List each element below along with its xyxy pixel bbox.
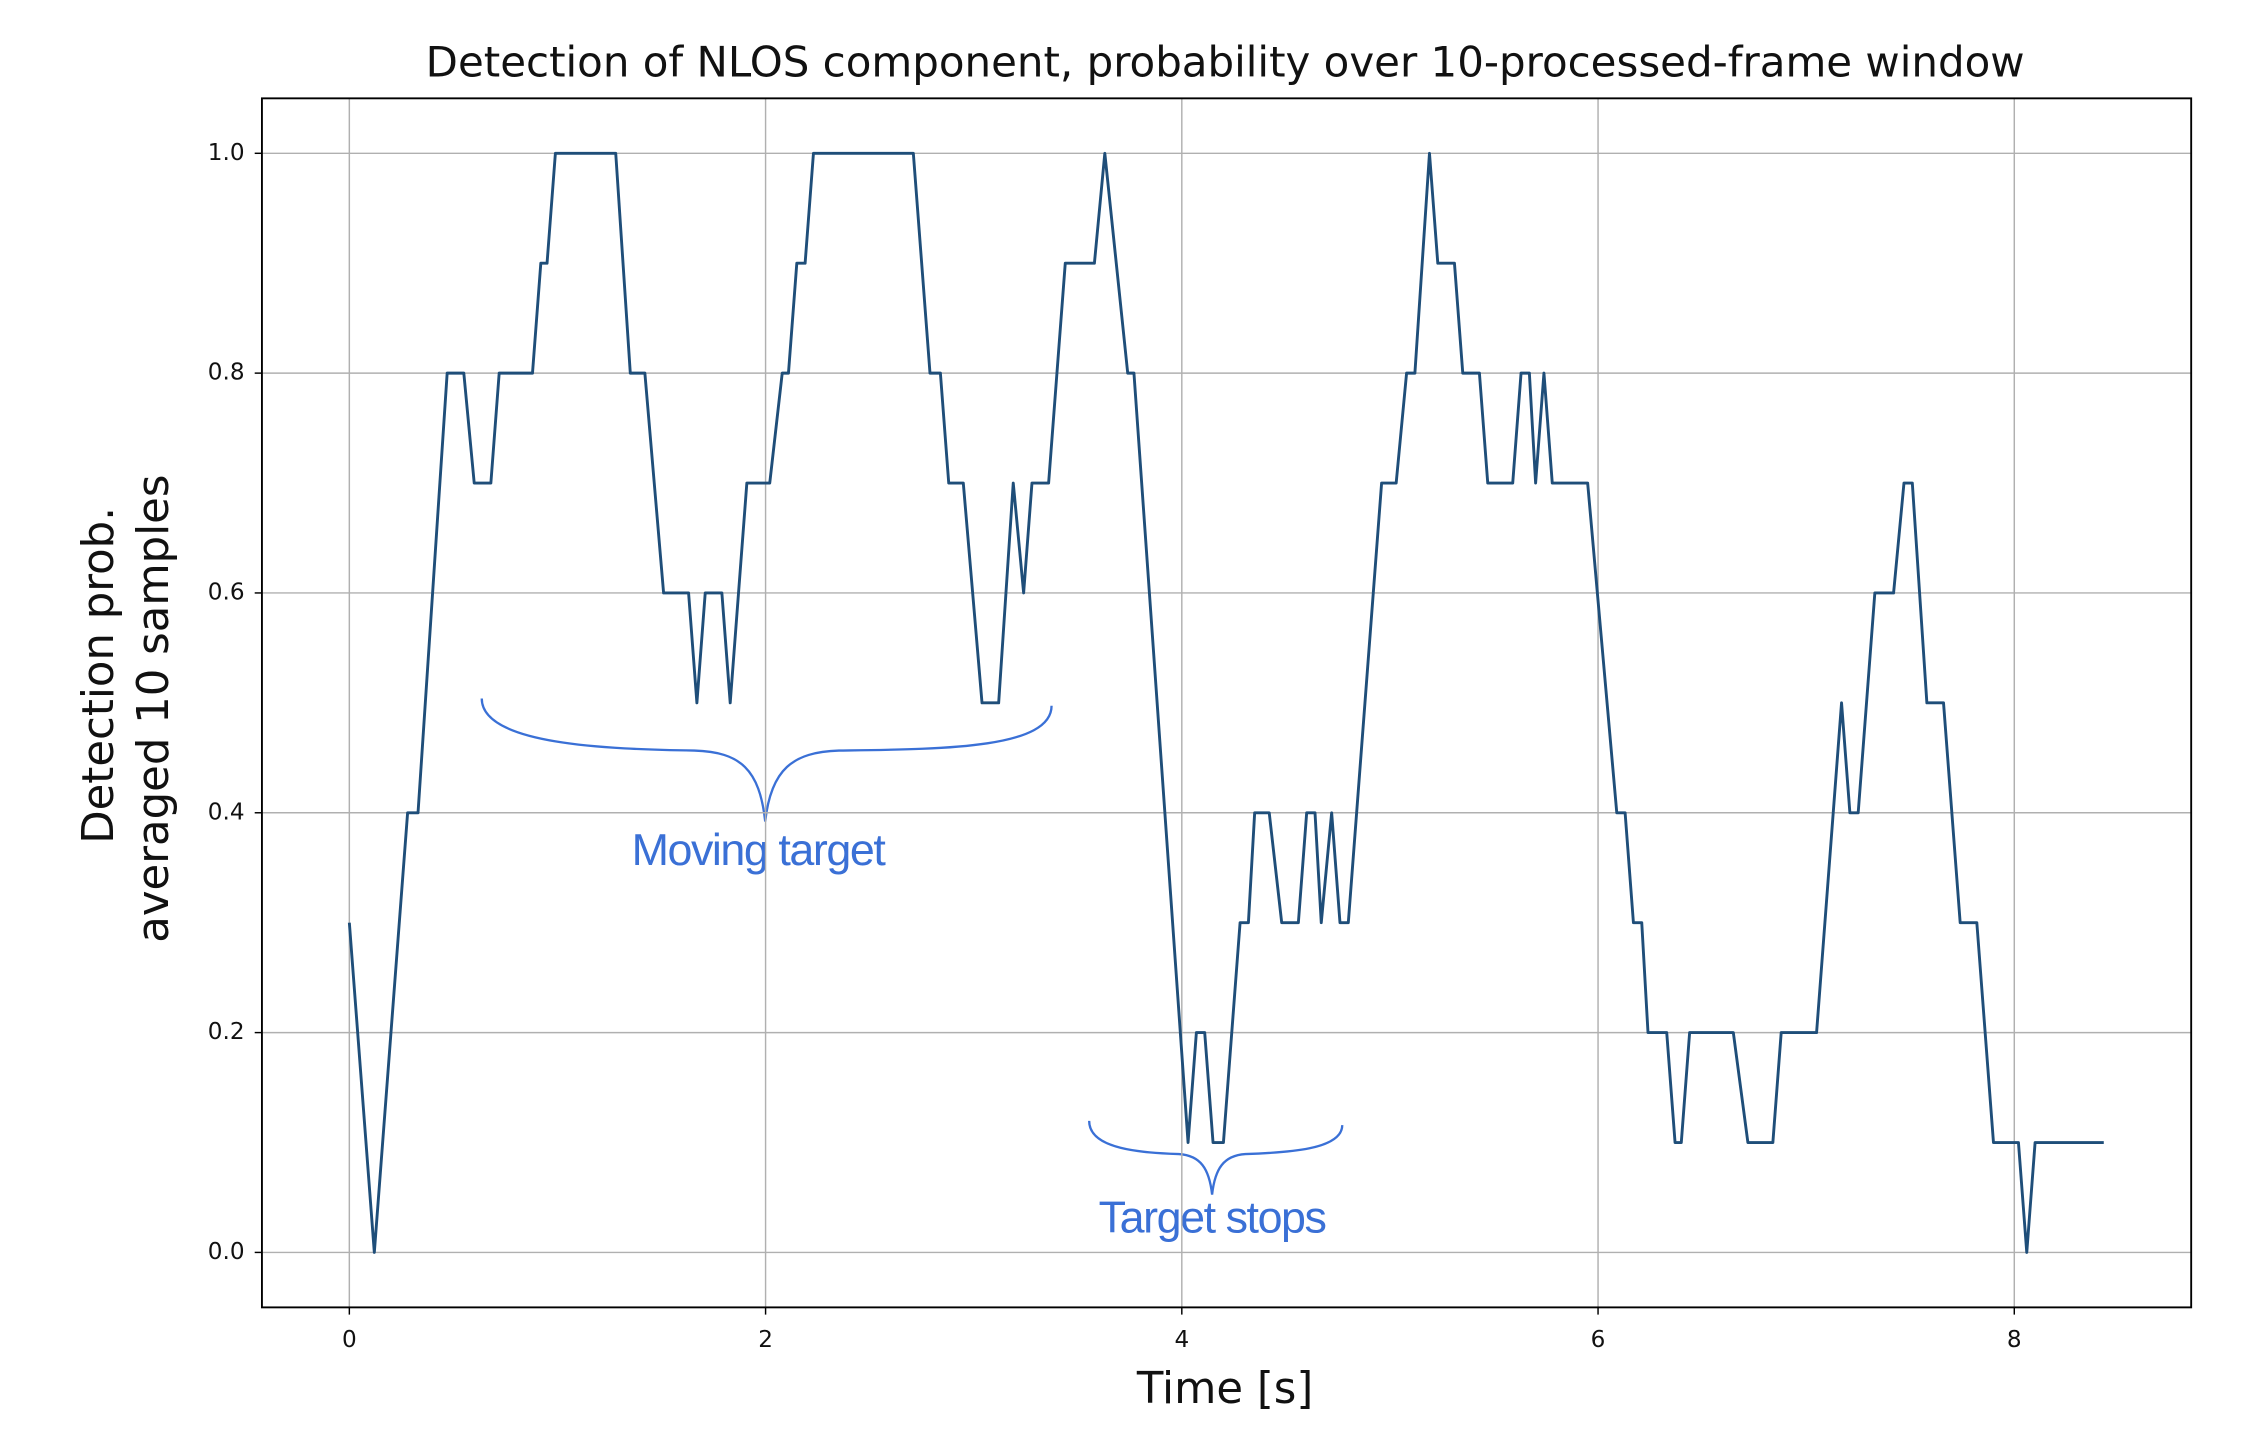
annotation: Target stops bbox=[1099, 1191, 1326, 1242]
chart-title: Detection of NLOS component, probability… bbox=[426, 38, 2025, 87]
y-axis-label: averaged 10 samples bbox=[129, 475, 179, 943]
annotation: Moving target bbox=[632, 824, 887, 875]
y-tick-label: 0.8 bbox=[208, 360, 245, 386]
data-line bbox=[347, 151, 2104, 1254]
y-tick-label: 0.0 bbox=[208, 1239, 245, 1265]
y-tick-label: 0.4 bbox=[208, 799, 245, 825]
annotation-brace bbox=[480, 698, 1053, 822]
x-tick-label: 6 bbox=[1591, 1327, 1606, 1353]
annotation-brace bbox=[1088, 1120, 1344, 1195]
x-tick-label: 8 bbox=[2007, 1327, 2022, 1353]
x-tick-label: 0 bbox=[342, 1327, 357, 1353]
x-axis-label: Time [s] bbox=[1136, 1364, 1313, 1414]
y-tick-label: 1.0 bbox=[208, 140, 245, 166]
y-axis-label: Detection prob. bbox=[74, 507, 124, 844]
x-tick-label: 4 bbox=[1174, 1327, 1189, 1353]
y-tick-label: 0.2 bbox=[208, 1019, 245, 1045]
x-tick-label: 2 bbox=[758, 1327, 773, 1353]
y-tick-label: 0.6 bbox=[208, 579, 245, 605]
plot-frame bbox=[260, 97, 2193, 1309]
